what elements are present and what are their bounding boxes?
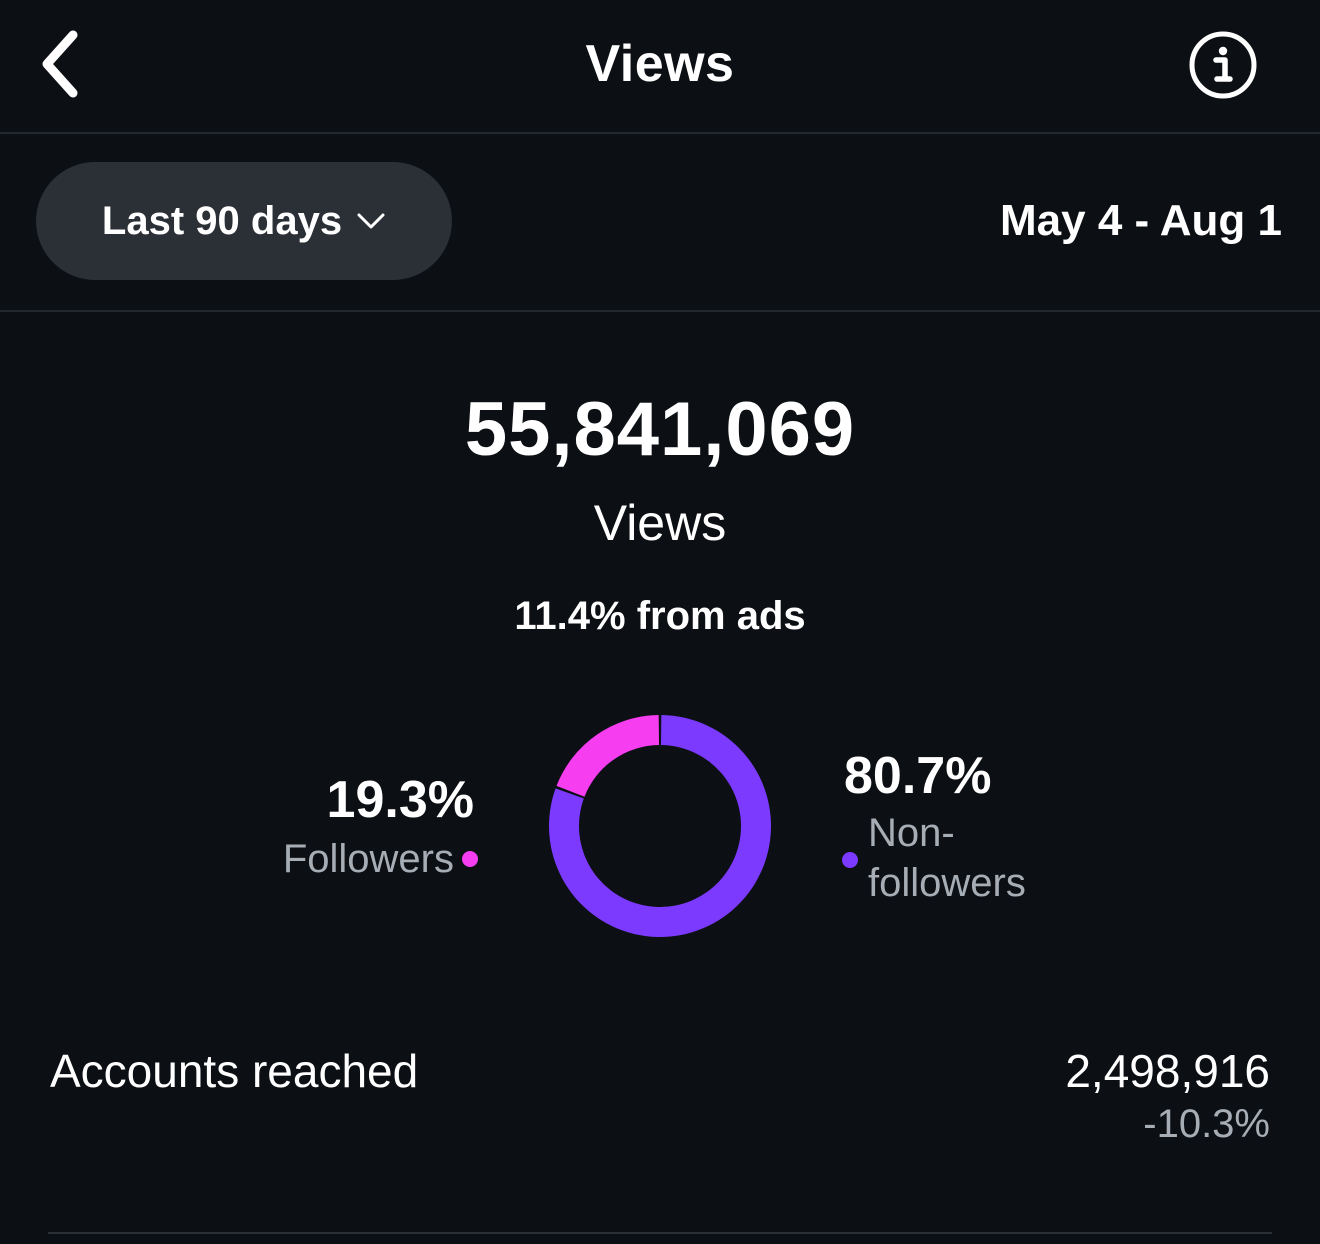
non-followers-label: Non-followers — [868, 811, 1026, 905]
date-range-dropdown[interactable]: Last 90 days — [36, 162, 452, 280]
views-label: Views — [593, 495, 727, 551]
accounts-reached-label: Accounts reached — [50, 1045, 419, 1097]
info-icon — [1189, 31, 1257, 99]
followers-dot — [462, 851, 478, 867]
date-range-label: Last 90 days — [101, 198, 343, 243]
followers-donut-chart — [549, 715, 771, 937]
chevron-down-icon — [357, 213, 385, 229]
chevron-left-icon — [42, 30, 78, 98]
page-title: Views — [585, 35, 735, 93]
views-total: 55,841,069 — [464, 387, 856, 472]
ads-share: 11.4% from ads — [514, 594, 806, 638]
followers-label: Followers — [282, 837, 454, 881]
back-button[interactable] — [28, 26, 92, 102]
followers-legend: Followers — [283, 834, 478, 884]
filter-row: Last 90 days May 4 - Aug 1 — [0, 134, 1320, 312]
top-bar: Views — [0, 0, 1320, 134]
followers-percent: 19.3% — [326, 771, 474, 829]
donut-slice-followers — [556, 715, 660, 797]
non-followers-dot — [842, 852, 858, 868]
non-followers-legend: Non-followers — [842, 808, 1088, 908]
non-followers-percent: 80.7% — [844, 747, 992, 805]
date-range-text: May 4 - Aug 1 — [1000, 196, 1282, 245]
accounts-reached-change: -10.3% — [1143, 1102, 1270, 1146]
accounts-reached-value: 2,498,916 — [1065, 1045, 1270, 1097]
info-button[interactable] — [1186, 28, 1260, 102]
divider — [48, 1232, 1272, 1234]
